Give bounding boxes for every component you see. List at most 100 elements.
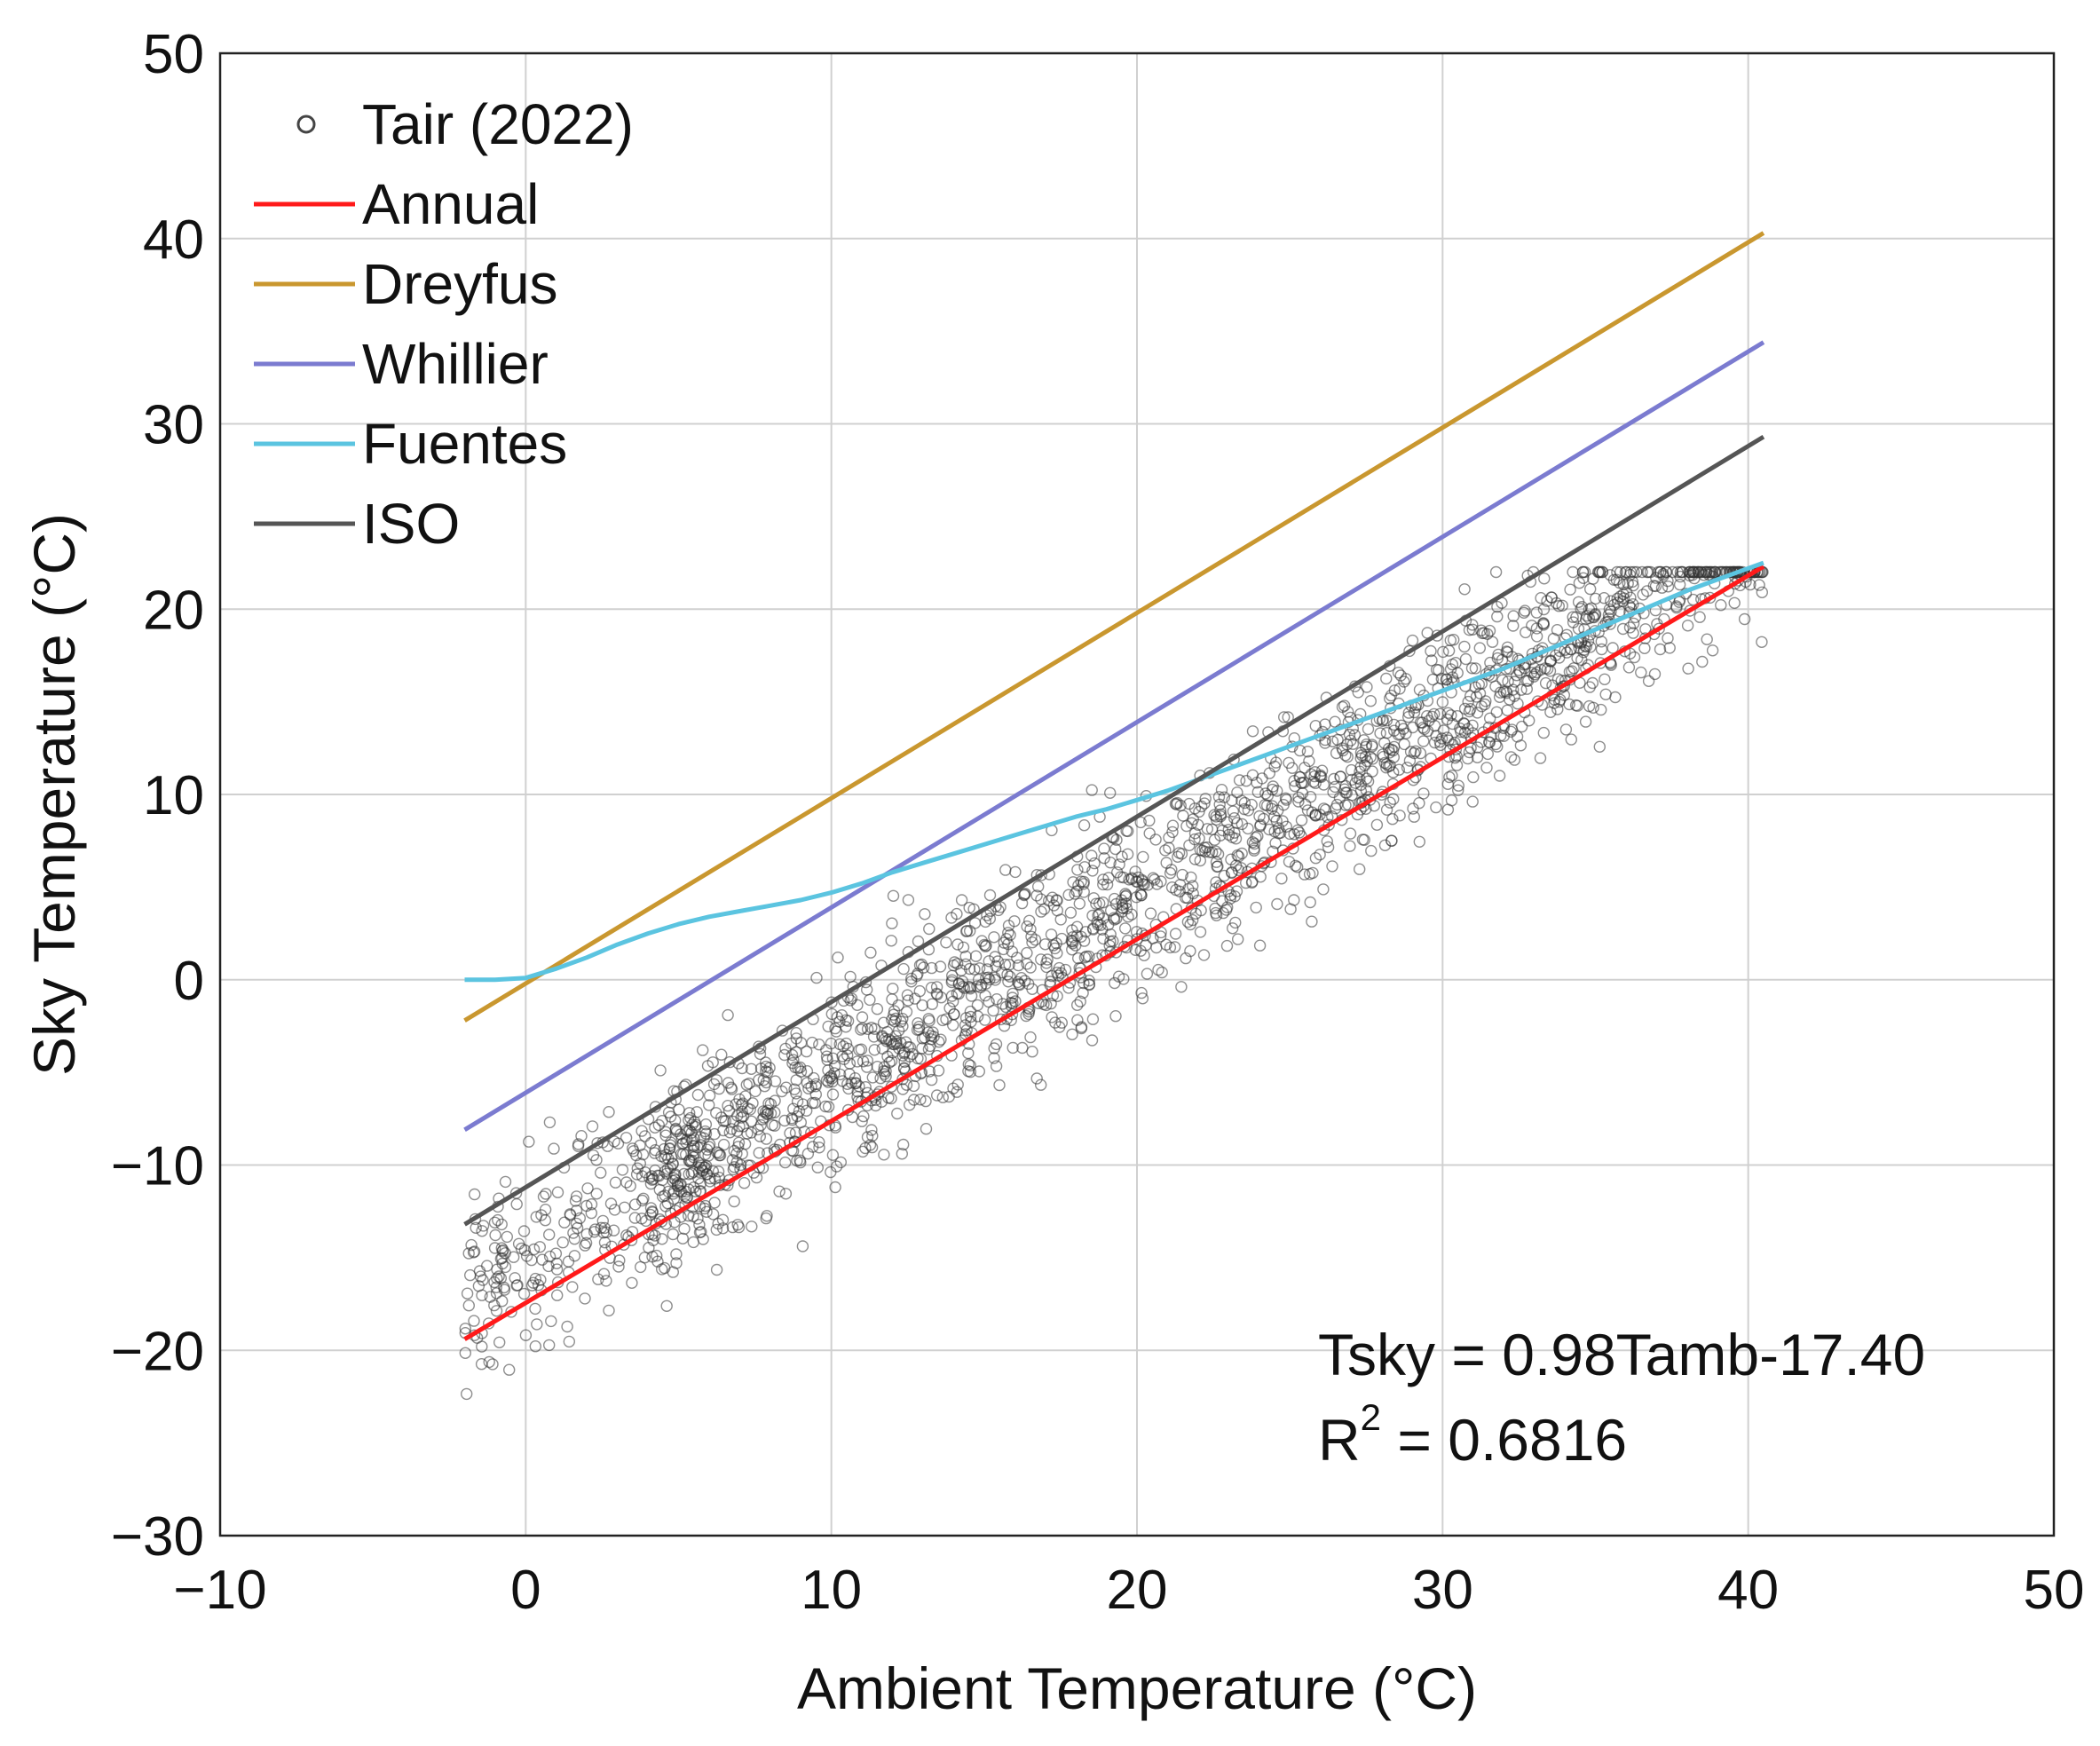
data-point [1636, 565, 1648, 579]
data-point [787, 1054, 800, 1066]
data-point [1728, 596, 1741, 609]
data-point [1364, 695, 1378, 707]
data-point [1225, 853, 1237, 865]
data-point [620, 1132, 633, 1144]
data-point [1497, 730, 1511, 742]
data-point [917, 961, 930, 974]
data-point [736, 1062, 748, 1075]
data-point [1218, 869, 1231, 882]
data-point [1215, 784, 1228, 796]
data-point [826, 1075, 839, 1088]
data-point [787, 1102, 800, 1115]
data-point [840, 1021, 852, 1033]
data-point [1248, 837, 1261, 850]
data-point [1442, 734, 1455, 747]
data-point [1648, 668, 1662, 681]
data-point [639, 1130, 651, 1142]
data-point [490, 1287, 503, 1300]
data-point [1088, 857, 1101, 870]
data-point [1113, 858, 1125, 871]
data-point [1132, 871, 1145, 884]
data-point [1238, 796, 1251, 810]
data-point [470, 1221, 482, 1235]
data-point [1198, 797, 1211, 810]
data-point [1530, 630, 1543, 643]
data-point [825, 1037, 838, 1050]
data-point [820, 1074, 833, 1086]
y-tick-label: 30 [143, 395, 204, 456]
data-point [1248, 844, 1260, 857]
data-point [757, 1111, 770, 1124]
data-point [934, 960, 947, 973]
data-point [825, 1070, 838, 1083]
data-point [1450, 759, 1464, 771]
data-point [1144, 907, 1157, 920]
data-point [477, 1274, 489, 1286]
data-point [1197, 949, 1211, 961]
data-point [1066, 931, 1079, 944]
data-point [978, 1014, 991, 1026]
data-point [1267, 780, 1280, 793]
data-point [660, 1300, 673, 1313]
data-point [828, 1067, 841, 1079]
data-point [760, 1076, 773, 1089]
data-point [1515, 720, 1528, 733]
data-point [575, 1129, 588, 1142]
data-point [1229, 916, 1242, 929]
data-point [1232, 850, 1245, 863]
data-point [1458, 640, 1471, 653]
data-point [499, 1175, 512, 1189]
data-point [878, 1149, 890, 1161]
data-point [1465, 662, 1479, 675]
data-point [525, 1279, 539, 1292]
y-tick-label: 50 [143, 24, 204, 85]
data-point [930, 981, 943, 993]
data-point [887, 983, 899, 995]
data-point [1377, 748, 1389, 761]
data-point [756, 1113, 769, 1126]
data-point [1349, 777, 1362, 789]
data-point [1074, 995, 1086, 1007]
data-point [912, 935, 925, 948]
data-point [1051, 946, 1063, 960]
data-point [1104, 904, 1117, 917]
data-point [1086, 784, 1098, 796]
data-point [603, 1105, 615, 1118]
data-point [1018, 975, 1031, 987]
data-point [900, 1078, 913, 1091]
data-point [667, 1228, 679, 1241]
data-point [1599, 673, 1611, 685]
data-point [859, 1142, 872, 1155]
data-point [1564, 583, 1576, 596]
data-point [874, 1071, 887, 1085]
data-point [913, 984, 927, 998]
data-point [1117, 871, 1130, 884]
data-point [713, 1171, 725, 1184]
data-point [826, 1088, 840, 1101]
data-point [730, 1147, 743, 1160]
data-point [656, 1233, 668, 1245]
data-point [627, 1142, 639, 1155]
data-point [1508, 675, 1521, 688]
data-point [1122, 910, 1134, 923]
data-point [1437, 645, 1449, 659]
data-point [745, 1063, 758, 1076]
data-point [1130, 891, 1143, 904]
data-point [1228, 826, 1241, 839]
data-point [1141, 879, 1155, 891]
data-point [1413, 835, 1426, 848]
data-point [790, 1026, 802, 1039]
data-point [1080, 950, 1093, 963]
data-point [1437, 724, 1450, 737]
data-point [1231, 786, 1243, 799]
data-point [551, 1289, 564, 1301]
data-point [1361, 754, 1374, 768]
data-point [1186, 913, 1199, 927]
data-point [1345, 763, 1358, 777]
data-point [1038, 998, 1050, 1011]
data-point [802, 1082, 815, 1095]
data-point [1565, 643, 1577, 656]
data-point [1253, 939, 1267, 952]
data-point [902, 994, 914, 1007]
data-point [731, 1110, 744, 1122]
